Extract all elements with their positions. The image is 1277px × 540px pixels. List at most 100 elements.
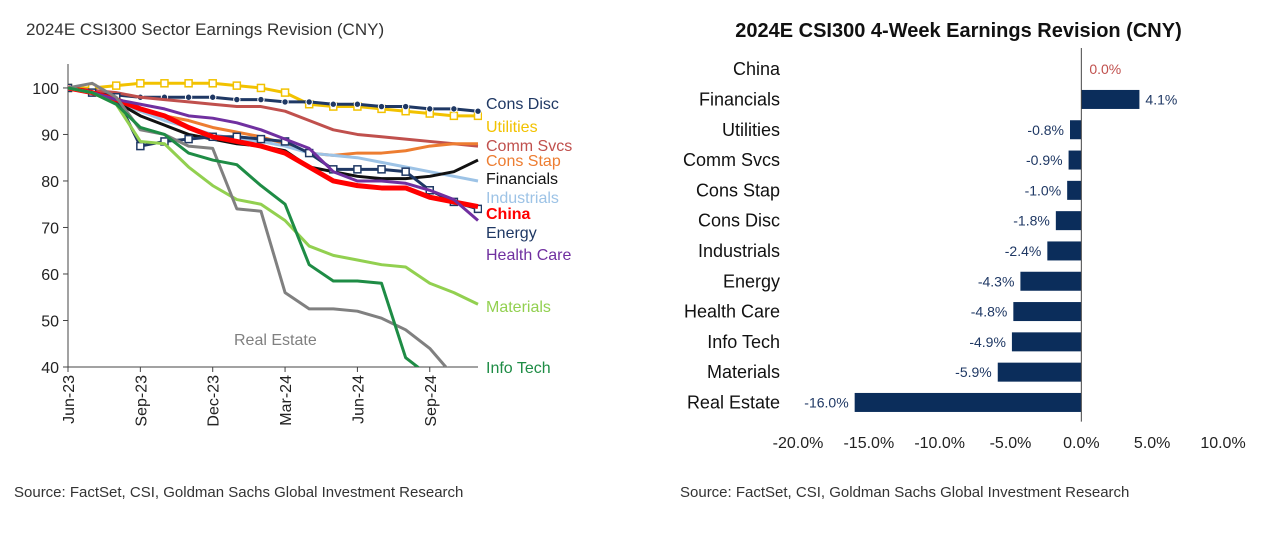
series-point-utilities (208, 79, 217, 88)
category-label-utilities: Utilities (722, 120, 780, 140)
series-label-health-care: Health Care (486, 247, 571, 264)
value-label-info-tech: -4.9% (969, 334, 1006, 350)
value-label-materials: -5.9% (955, 364, 992, 380)
series-point-energy (136, 141, 145, 151)
series-point-utilities (232, 81, 242, 90)
series-line-health-care (68, 86, 479, 222)
bar-energy (1020, 271, 1082, 291)
line-chart-title: 2024E CSI300 Sector Earnings Revision (C… (26, 20, 385, 39)
bar-info-tech (1011, 332, 1082, 352)
series-point-cons-disc (305, 98, 313, 106)
series-point-cons-disc (474, 107, 482, 115)
series-point-energy (184, 134, 193, 144)
bar-chart-panel: 2024E CSI300 4-Week Earnings Revision (C… (640, 0, 1277, 540)
series-point-cons-disc (353, 100, 362, 108)
series-line-real-estate (68, 81, 448, 367)
x-tick-label: Jun-23 (61, 375, 78, 424)
series-label-comm-svcs: Comm Svcs (486, 138, 572, 155)
series-label-cons-stap: Cons Stap (486, 153, 561, 170)
y-tick-label: 60 (41, 267, 59, 284)
x-tick-label: Jun-24 (350, 375, 367, 424)
series-label-financials: Financials (486, 171, 558, 188)
series-line-info-tech (68, 86, 421, 367)
bar-chart: China 0.0% Financials 4.1% Utilities -0.8% Com… (683, 48, 1246, 452)
series-point-cons-disc (450, 105, 458, 113)
category-label-info-tech: Info Tech (707, 332, 780, 352)
series-point-cons-disc (233, 95, 241, 104)
series-point-utilities (111, 81, 121, 90)
series-point-energy (256, 134, 266, 144)
value-label-cons-stap: -1.0% (1025, 182, 1062, 198)
line-chart-source: Source: FactSet, CSI, Goldman Sachs Glob… (14, 484, 464, 501)
series-point-utilities (449, 111, 459, 121)
x-tick-label: 10.0% (1200, 435, 1245, 452)
y-tick-label: 40 (41, 360, 59, 377)
series-group (68, 79, 482, 367)
line-chart: 40 50 60 70 80 90 100 Jun-23 Sep-23 Dec-23 Mar-24 J… (32, 64, 572, 427)
y-tick-label: 70 (41, 220, 59, 237)
series-point-cons-disc (281, 98, 289, 106)
series-label-industrials: Industrials (486, 190, 559, 207)
series-point-utilities (256, 83, 266, 93)
series-point-energy (353, 165, 362, 174)
series-point-utilities (184, 79, 193, 88)
bar-chart-source: Source: FactSet, CSI, Goldman Sachs Glob… (680, 484, 1130, 501)
value-label-financials: 4.1% (1145, 91, 1177, 107)
series-line-materials (68, 86, 479, 306)
series-point-energy (401, 167, 410, 176)
x-tick-label: -10.0% (914, 435, 965, 452)
bar-real-estate (854, 392, 1082, 412)
series-line-china (68, 85, 479, 210)
value-label-real-estate: -16.0% (804, 394, 848, 410)
x-tick-label: 0.0% (1063, 435, 1099, 452)
value-label-industrials: -2.4% (1005, 243, 1042, 259)
series-line-comm-svcs (68, 86, 479, 148)
series-label-materials: Materials (486, 299, 551, 316)
x-tick-label: Sep-24 (423, 375, 440, 427)
series-label-cons-disc: Cons Disc (486, 96, 559, 113)
category-label-cons-stap: Cons Stap (696, 180, 780, 200)
category-label-financials: Financials (699, 89, 780, 109)
series-point-cons-disc (257, 95, 265, 104)
series-point-cons-disc (401, 102, 410, 111)
bar-utilities (1070, 120, 1082, 140)
series-point-cons-disc (377, 102, 386, 111)
bar-industrials (1047, 241, 1082, 261)
series-label-china: China (486, 206, 531, 223)
y-tick-label: 90 (41, 127, 59, 144)
value-label-cons-disc: -1.8% (1013, 213, 1050, 229)
x-tick-label: Mar-24 (278, 375, 295, 426)
series-point-utilities (280, 88, 290, 97)
category-label-materials: Materials (707, 362, 780, 382)
series-point-energy (377, 165, 386, 174)
value-label-energy: -4.3% (978, 273, 1015, 289)
value-label-utilities: -0.8% (1027, 122, 1064, 138)
category-label-real-estate: Real Estate (687, 392, 780, 412)
series-point-cons-disc (184, 93, 193, 101)
value-label-china: 0.0% (1089, 61, 1121, 77)
x-tick-label: -5.0% (990, 435, 1032, 452)
series-label-info-tech: Info Tech (486, 360, 551, 377)
bar-materials (997, 362, 1082, 382)
bar-chart-title: 2024E CSI300 4-Week Earnings Revision (C… (735, 20, 1182, 42)
series-point-cons-disc (209, 93, 217, 101)
series-label-energy: Energy (486, 225, 537, 242)
series-point-utilities (136, 79, 145, 88)
bar-health-care (1013, 302, 1082, 322)
category-label-industrials: Industrials (698, 241, 780, 261)
y-tick-label: 50 (41, 313, 59, 330)
bar-cons-stap (1067, 180, 1082, 200)
series-point-cons-disc (426, 105, 434, 113)
y-tick-label: 80 (41, 174, 59, 191)
series-label-utilities: Utilities (486, 119, 538, 136)
x-tick-label: -20.0% (773, 435, 824, 452)
series-point-utilities (160, 79, 169, 88)
bar-financials (1081, 89, 1140, 109)
category-label-china: China (733, 59, 781, 79)
value-label-comm-svcs: -0.9% (1026, 152, 1063, 168)
annotation-real-estate: Real Estate (234, 332, 317, 349)
series-point-cons-disc (329, 100, 337, 108)
category-label-health-care: Health Care (684, 302, 780, 322)
x-tick-label: Dec-23 (206, 375, 223, 427)
category-label-cons-disc: Cons Disc (698, 211, 780, 231)
